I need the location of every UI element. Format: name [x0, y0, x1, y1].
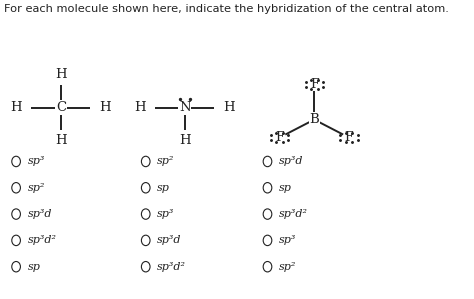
- Text: sp³: sp³: [27, 156, 45, 167]
- Text: sp³: sp³: [279, 235, 296, 245]
- Text: F: F: [275, 131, 284, 144]
- Text: sp²: sp²: [279, 262, 296, 272]
- Text: sp³d: sp³d: [157, 235, 182, 245]
- Text: F: F: [345, 131, 353, 144]
- Text: sp³d²: sp³d²: [27, 235, 56, 245]
- Text: H: H: [179, 134, 191, 147]
- Text: H: H: [55, 134, 67, 147]
- Text: sp: sp: [157, 183, 170, 193]
- Text: sp: sp: [27, 262, 40, 272]
- Text: sp³d: sp³d: [27, 209, 52, 219]
- Text: sp³: sp³: [157, 209, 174, 219]
- Text: H: H: [100, 101, 111, 114]
- Text: For each molecule shown here, indicate the hybridization of the central atom.: For each molecule shown here, indicate t…: [4, 4, 449, 14]
- Text: H: H: [55, 68, 67, 81]
- Text: H: H: [11, 101, 22, 114]
- Text: sp³d²: sp³d²: [279, 209, 308, 219]
- Text: H: H: [223, 101, 235, 114]
- Text: sp³d: sp³d: [279, 156, 303, 167]
- Text: C: C: [56, 101, 66, 114]
- Text: sp²: sp²: [27, 183, 45, 193]
- Text: sp³d²: sp³d²: [157, 262, 186, 272]
- Text: B: B: [310, 113, 319, 126]
- Text: F: F: [310, 78, 319, 91]
- Text: sp: sp: [279, 183, 292, 193]
- Text: H: H: [135, 101, 146, 114]
- Text: sp²: sp²: [157, 156, 174, 167]
- Text: N: N: [179, 101, 191, 114]
